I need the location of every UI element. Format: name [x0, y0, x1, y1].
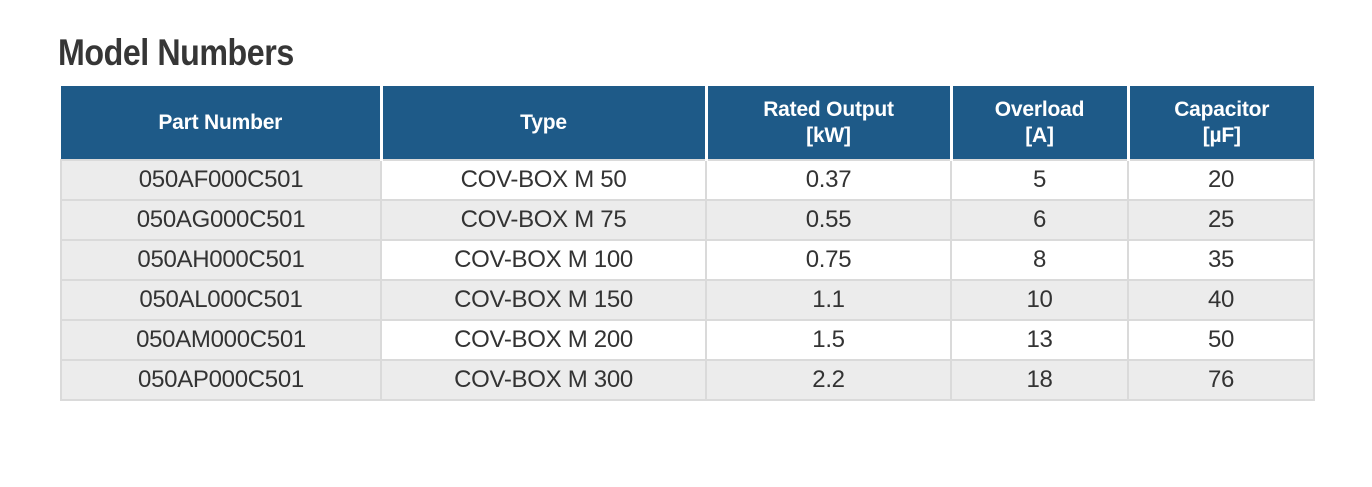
model-numbers-table: Part Number Type Rated Output [kW] Overl…: [60, 86, 1315, 401]
column-header-line: Part Number: [158, 110, 283, 134]
cell-overload: 8: [950, 239, 1129, 281]
table-row: 050AM000C501 COV-BOX M 200 1.5 13 50: [60, 319, 1315, 361]
column-header-line: Capacitor: [1174, 97, 1270, 121]
table-row: 050AG000C501 COV-BOX M 75 0.55 6 25: [60, 199, 1315, 241]
cell-part-number: 050AP000C501: [60, 359, 382, 401]
cell-rated-output: 0.37: [705, 159, 952, 201]
page-title: Model Numbers: [58, 32, 294, 73]
cell-rated-output: 0.75: [705, 239, 952, 281]
header-row: Part Number Type Rated Output [kW] Overl…: [61, 86, 1314, 160]
column-header-type: Type: [379, 86, 706, 160]
cell-part-number: 050AH000C501: [60, 239, 382, 281]
cell-type: COV-BOX M 50: [380, 159, 707, 201]
cell-capacitor: 35: [1127, 239, 1315, 281]
column-header-rated-output: Rated Output [kW]: [704, 86, 951, 160]
cell-part-number: 050AG000C501: [60, 199, 382, 241]
cell-overload: 13: [950, 319, 1129, 361]
column-header-line: [µF]: [1202, 123, 1241, 147]
cell-part-number: 050AF000C501: [60, 159, 382, 201]
column-header-line: [A]: [1025, 123, 1054, 147]
table-header: Part Number Type Rated Output [kW] Overl…: [61, 86, 1314, 160]
cell-rated-output: 0.55: [705, 199, 952, 241]
cell-capacitor: 25: [1127, 199, 1315, 241]
cell-overload: 10: [950, 279, 1129, 321]
cell-rated-output: 1.1: [705, 279, 952, 321]
column-header-line: [kW]: [806, 123, 851, 147]
column-header-overload: Overload [A]: [949, 86, 1128, 160]
page: Model Numbers Part Number Type Rated Out…: [0, 32, 1372, 487]
table-row: 050AH000C501 COV-BOX M 100 0.75 8 35: [60, 239, 1315, 281]
cell-overload: 18: [950, 359, 1129, 401]
column-header-line: Type: [520, 110, 567, 134]
cell-capacitor: 76: [1127, 359, 1315, 401]
table-row: 050AF000C501 COV-BOX M 50 0.37 5 20: [60, 159, 1315, 201]
cell-type: COV-BOX M 100: [380, 239, 707, 281]
cell-capacitor: 50: [1127, 319, 1315, 361]
table-row: 050AP000C501 COV-BOX M 300 2.2 18 76: [60, 359, 1315, 401]
column-header-part-number: Part Number: [61, 86, 381, 160]
cell-capacitor: 40: [1127, 279, 1315, 321]
cell-capacitor: 20: [1127, 159, 1315, 201]
cell-part-number: 050AL000C501: [60, 279, 382, 321]
cell-type: COV-BOX M 75: [380, 199, 707, 241]
column-header-line: Rated Output: [763, 97, 894, 121]
cell-rated-output: 2.2: [705, 359, 952, 401]
cell-type: COV-BOX M 150: [380, 279, 707, 321]
cell-rated-output: 1.5: [705, 319, 952, 361]
cell-type: COV-BOX M 200: [380, 319, 707, 361]
cell-overload: 5: [950, 159, 1129, 201]
table-body: 050AF000C501 COV-BOX M 50 0.37 5 20 050A…: [60, 159, 1315, 401]
column-header-capacitor: Capacitor [µF]: [1126, 86, 1314, 160]
cell-part-number: 050AM000C501: [60, 319, 382, 361]
cell-type: COV-BOX M 300: [380, 359, 707, 401]
column-header-line: Overload: [994, 97, 1085, 121]
cell-overload: 6: [950, 199, 1129, 241]
table-row: 050AL000C501 COV-BOX M 150 1.1 10 40: [60, 279, 1315, 321]
